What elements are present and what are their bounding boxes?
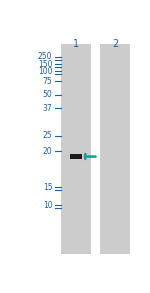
- Text: 1: 1: [73, 39, 79, 49]
- Text: 50: 50: [43, 91, 52, 99]
- Text: 75: 75: [43, 77, 52, 86]
- Text: 250: 250: [38, 52, 52, 61]
- Text: 150: 150: [38, 60, 52, 69]
- Text: 15: 15: [43, 183, 52, 192]
- Bar: [61, 44, 91, 254]
- Text: 20: 20: [43, 147, 52, 156]
- Text: 37: 37: [43, 104, 52, 113]
- Text: 10: 10: [43, 201, 52, 210]
- Text: 2: 2: [112, 39, 118, 49]
- Text: 100: 100: [38, 67, 52, 76]
- Bar: [100, 44, 130, 254]
- Bar: [70, 154, 82, 159]
- Text: 25: 25: [43, 131, 52, 140]
